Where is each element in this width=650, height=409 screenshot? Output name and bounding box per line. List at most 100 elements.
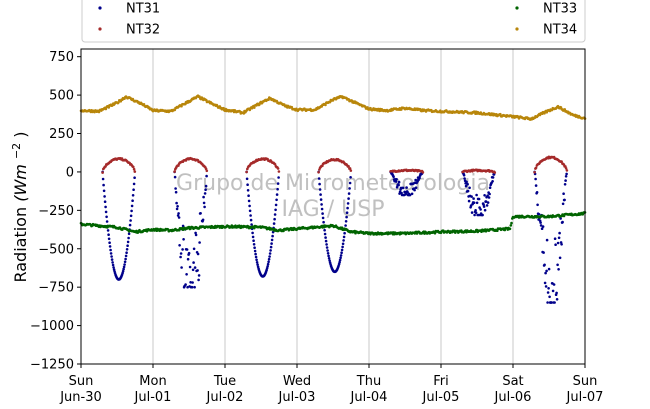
data-point [175, 207, 179, 211]
x-tick-label-day: Fri [433, 374, 449, 389]
data-point [245, 170, 248, 174]
data-point [108, 245, 112, 248]
plot-frame [80, 48, 586, 365]
data-point [126, 240, 130, 244]
x-tick-label-date: Jul-03 [278, 390, 316, 405]
data-point [251, 231, 254, 235]
x-tick-label-day: Thu [356, 374, 381, 389]
data-point [324, 236, 327, 239]
data-point [121, 269, 125, 273]
data-point [562, 192, 565, 195]
data-point [560, 243, 563, 246]
data-point [126, 244, 129, 247]
data-point [274, 203, 278, 207]
data-point [493, 171, 497, 174]
data-point [123, 260, 127, 264]
data-point [198, 95, 201, 98]
data-point [555, 298, 559, 301]
data-point [345, 211, 349, 214]
data-point [191, 281, 194, 284]
data-point [248, 209, 252, 213]
data-point [347, 197, 350, 200]
data-point [467, 199, 471, 203]
legend-marker [98, 27, 102, 31]
data-point [323, 232, 327, 236]
data-point [132, 188, 135, 191]
data-point [413, 188, 416, 192]
data-point [246, 189, 250, 192]
data-point [276, 182, 280, 185]
data-point [340, 251, 343, 254]
data-point [564, 167, 568, 170]
data-point [253, 106, 256, 109]
data-point [474, 209, 477, 212]
data-point [472, 201, 476, 204]
data-point [97, 110, 101, 114]
data-point [130, 204, 134, 208]
data-point [175, 201, 178, 205]
data-point [534, 166, 538, 170]
data-point [111, 261, 114, 264]
data-point [205, 174, 208, 178]
data-point [475, 201, 479, 205]
data-point [556, 241, 560, 245]
data-point [560, 160, 563, 163]
data-point [254, 252, 257, 256]
data-point [125, 251, 128, 254]
data-point [327, 257, 331, 260]
data-point [320, 203, 323, 206]
x-tick-label-day: Mon [139, 374, 166, 389]
legend-label: NT33 [543, 2, 577, 17]
x-tick-label-day: Wed [283, 374, 311, 389]
data-point [250, 223, 253, 226]
data-point [564, 179, 567, 182]
data-point [251, 235, 255, 239]
x-tick-label-date: Jul-04 [350, 390, 388, 405]
data-point [486, 194, 489, 197]
data-point [197, 278, 200, 282]
data-point [112, 266, 115, 269]
data-point [127, 232, 131, 236]
data-point [274, 208, 277, 212]
data-point [322, 220, 325, 224]
data-point [182, 238, 185, 241]
data-point [546, 301, 549, 304]
data-point [132, 182, 136, 186]
data-point [346, 206, 349, 210]
data-point [537, 213, 541, 216]
data-point [177, 212, 180, 215]
data-point [192, 261, 195, 264]
x-tick-label-day: Sun [573, 374, 598, 389]
data-point [342, 239, 345, 242]
data-point [133, 176, 136, 179]
data-point [124, 254, 128, 258]
data-point [475, 193, 478, 197]
legend-marker [515, 6, 519, 10]
data-point [349, 169, 353, 172]
data-point [564, 175, 568, 178]
watermark-line-2: IAG / USP [282, 197, 385, 222]
series-NT31 [101, 170, 568, 304]
data-point [405, 186, 408, 189]
data-point [345, 215, 348, 219]
data-point [127, 236, 130, 240]
data-point [191, 268, 195, 272]
data-point [272, 222, 276, 225]
x-tick-label-day: Tue [213, 374, 236, 389]
y-axis-label-unit: (Wm [11, 164, 30, 202]
x-tick-label-day: Sat [502, 374, 523, 389]
data-point [129, 214, 133, 218]
data-point [277, 170, 281, 173]
data-point [110, 255, 113, 258]
data-point [414, 186, 418, 189]
y-tick-label: 250 [49, 127, 74, 142]
data-point [247, 194, 250, 197]
y-tick-label: 500 [49, 89, 74, 104]
data-point [344, 224, 347, 227]
data-point [466, 189, 470, 193]
legend-label: NT34 [543, 23, 577, 38]
data-point [186, 285, 189, 289]
data-point [347, 192, 351, 195]
data-point [192, 247, 196, 251]
data-point [326, 252, 330, 255]
